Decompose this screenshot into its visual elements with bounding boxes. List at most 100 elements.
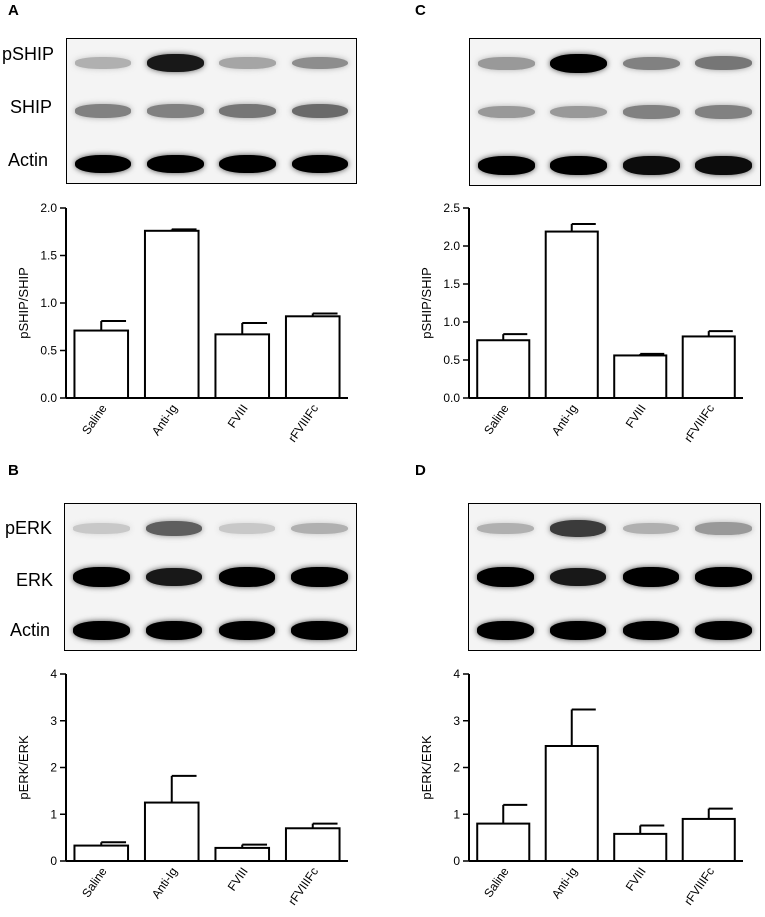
blot-band (695, 56, 753, 71)
blot-label-perk: pERK (5, 518, 53, 538)
y-axis-label: pSHIP/SHIP (419, 267, 434, 339)
blot-band (622, 56, 680, 71)
blot-label-ship: SHIP (10, 97, 53, 117)
x-tick-label: Saline (79, 864, 110, 900)
bar (214, 846, 271, 863)
y-tick-label: 1.5 (40, 249, 57, 263)
y-axis-label: pSHIP/SHIP (16, 267, 31, 339)
blot-strip-row-1 (469, 504, 760, 554)
blot-band (477, 57, 535, 70)
blot-band (291, 103, 349, 119)
y-tick-label: 0.5 (40, 344, 57, 358)
y-tick-label: 2.5 (443, 201, 460, 215)
y-tick-label: 0 (453, 854, 460, 868)
blot-band (622, 522, 680, 535)
blot-band (477, 621, 534, 640)
x-tick-label: FVIII (623, 402, 649, 431)
x-tick-label: Saline (481, 401, 512, 437)
blot-band (147, 53, 204, 73)
bar-chart-a: 0.0 0.5 1.0 1.5 2.0 pSHIP/SHIP Saline Anti-Ig FV… (16, 201, 348, 445)
blot-band (73, 567, 130, 587)
bar (476, 822, 531, 863)
blot-label-actin-a: Actin (8, 150, 49, 170)
bar (73, 329, 130, 399)
y-tick-label: 4 (453, 667, 460, 681)
blot-strip-row-3 (67, 135, 356, 183)
blot-strip-row-1 (470, 39, 760, 89)
bar (681, 335, 736, 400)
blot-band (145, 520, 203, 536)
bar (143, 801, 200, 862)
bar (613, 354, 668, 400)
blot-band (695, 621, 752, 640)
y-tick-label: 0.5 (443, 353, 460, 367)
bar (613, 832, 668, 862)
y-tick-label: 1 (50, 807, 57, 821)
western-blot-b (64, 503, 357, 651)
western-blot-d (468, 503, 761, 651)
y-tick-label: 0 (50, 854, 57, 868)
blot-band (550, 156, 608, 175)
x-tick-label: rFVIIIFc (681, 865, 717, 908)
blot-band (291, 567, 348, 587)
bar (214, 333, 271, 400)
x-tick-label: FVIII (225, 402, 251, 431)
y-tick-label: 1.0 (443, 315, 460, 329)
x-tick-label: FVIII (623, 865, 649, 894)
blot-band (550, 53, 608, 74)
y-tick-label: 1.5 (443, 277, 460, 291)
bar (544, 230, 599, 400)
blot-band (219, 154, 276, 173)
blot-band (219, 57, 276, 69)
blot-band (622, 567, 680, 587)
blot-strip-row-1 (67, 39, 356, 88)
blot-band (477, 567, 534, 587)
panel-letter-b: B (8, 462, 19, 479)
blot-label-pship: pSHIP (2, 44, 55, 64)
bar (73, 844, 130, 862)
y-tick-label: 0.0 (40, 391, 57, 405)
y-tick-label: 3 (50, 714, 57, 728)
blot-band (695, 105, 753, 119)
blot-band (550, 105, 608, 119)
x-tick-label: Anti-Ig (149, 402, 180, 438)
x-tick-label: rFVIIIFc (285, 402, 321, 445)
blot-band (74, 57, 132, 69)
panel-letter-d: D (415, 462, 426, 479)
y-tick-label: 2.0 (40, 201, 57, 215)
blot-band (291, 522, 348, 535)
bar (544, 744, 599, 862)
blot-band (291, 154, 349, 173)
bar (681, 817, 736, 863)
blot-band (291, 621, 348, 640)
x-tick-label: rFVIIIFc (285, 865, 321, 908)
blot-band (622, 621, 680, 640)
blot-band (549, 519, 607, 537)
blot-band (549, 567, 607, 587)
y-tick-label: 0.0 (443, 391, 460, 405)
blot-band (291, 56, 349, 70)
blot-label-erk: ERK (16, 570, 54, 590)
x-tick-label: Saline (79, 401, 110, 437)
blot-band (145, 621, 203, 640)
x-tick-label: Anti-Ig (549, 402, 580, 438)
y-tick-label: 1 (453, 807, 460, 821)
blot-band (695, 522, 752, 535)
panel-letter-c: C (415, 2, 426, 19)
blot-strip-row-2 (470, 87, 760, 138)
blot-band (622, 156, 680, 175)
bar (476, 339, 531, 400)
bar (143, 229, 200, 399)
blot-band (145, 567, 203, 587)
blot-band (74, 104, 132, 118)
y-axis-label: pERK/ERK (16, 735, 31, 800)
blot-band (74, 154, 132, 173)
blot-strip-row-3 (65, 601, 356, 650)
bar-chart-c: 0.0 0.5 1.0 1.5 2.0 2.5 pSHIP/SHIP Saline Anti-I… (419, 201, 743, 445)
bar-chart-d: 0 1 2 3 4 pERK/ERK Saline Anti-Ig FVIII rFVIIIFc (419, 667, 743, 908)
blot-strip-row-2 (67, 87, 356, 136)
blot-label-actin-b: Actin (10, 620, 51, 640)
blot-band (477, 156, 535, 175)
x-tick-label: rFVIIIFc (681, 402, 717, 445)
blot-strip-row-3 (470, 136, 760, 185)
